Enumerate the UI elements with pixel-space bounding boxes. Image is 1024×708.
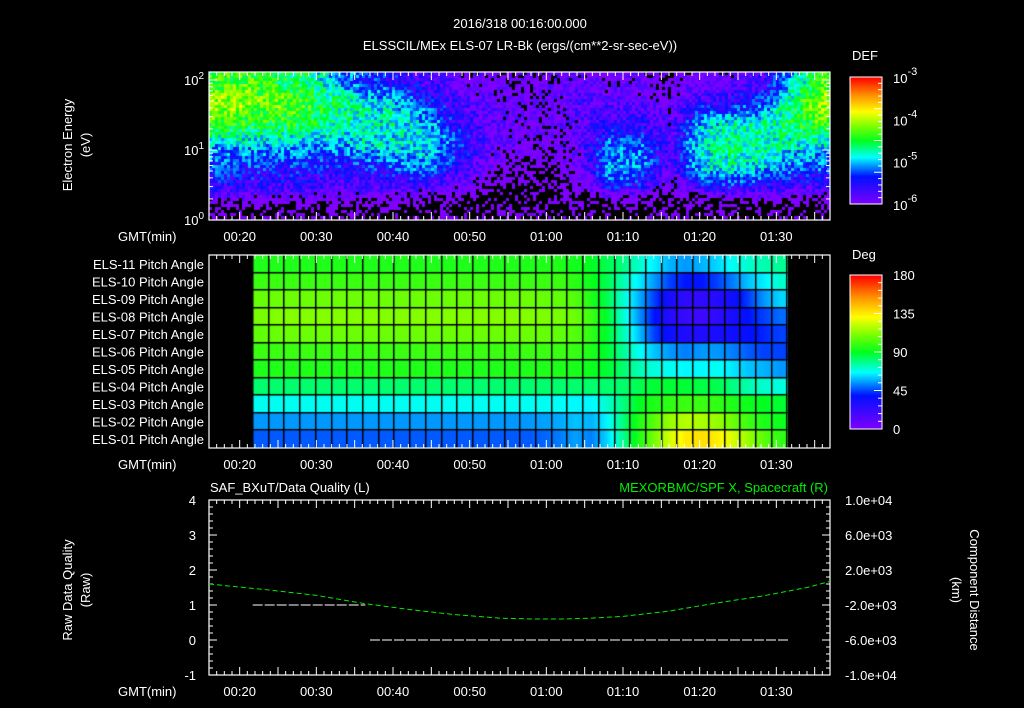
time-tick-label: 01:20 bbox=[683, 229, 716, 244]
distance-axis-label: Component Distance bbox=[967, 529, 982, 650]
panel-frame bbox=[208, 499, 831, 676]
time-tick-label: 01:00 bbox=[530, 457, 563, 472]
energy-axis-units: (eV) bbox=[78, 133, 93, 158]
pitch-angle-image bbox=[209, 255, 830, 448]
energy-tick-label: 102 bbox=[184, 71, 204, 88]
distance-tick-label: 6.0e+03 bbox=[845, 528, 892, 543]
deg-colorbar-tick-label: 180 bbox=[893, 268, 915, 283]
deg-colorbar-tick-label: 135 bbox=[893, 307, 915, 322]
quality-tick-label: -1 bbox=[184, 668, 196, 683]
pitch-row-label: ELS-02 Pitch Angle bbox=[92, 415, 204, 430]
quality-tick-label: 3 bbox=[189, 528, 196, 543]
distance-tick-label: -1.0e+04 bbox=[845, 668, 897, 683]
distance-tick-label: -6.0e+03 bbox=[845, 633, 897, 648]
time-tick-label: 00:20 bbox=[223, 457, 256, 472]
pitch-row-label: ELS-03 Pitch Angle bbox=[92, 397, 204, 412]
pitch-row-label: ELS-08 Pitch Angle bbox=[92, 309, 204, 324]
time-tick-label: 00:50 bbox=[453, 229, 486, 244]
time-tick-label: 00:30 bbox=[300, 684, 333, 699]
pitch-row-label: ELS-07 Pitch Angle bbox=[92, 327, 204, 342]
quality-axis-label: Raw Data Quality bbox=[60, 539, 75, 641]
def-colorbar-tick-label: 10-3 bbox=[893, 66, 917, 86]
time-tick-label: 00:20 bbox=[223, 684, 256, 699]
time-tick-label: 00:20 bbox=[223, 229, 256, 244]
deg-colorbar-tick-label: 90 bbox=[893, 345, 907, 360]
time-tick-label: 00:30 bbox=[300, 229, 333, 244]
deg-colorbar-label: Deg bbox=[852, 247, 876, 262]
quality-tick-label: 4 bbox=[189, 493, 196, 508]
quality-axis-units: (Raw) bbox=[78, 573, 93, 608]
quality-tick-label: 1 bbox=[189, 598, 196, 613]
distance-axis-units: (km) bbox=[949, 577, 964, 603]
time-tick-label: 00:30 bbox=[300, 457, 333, 472]
energy-tick-label: 100 bbox=[184, 211, 204, 228]
time-tick-label: 00:40 bbox=[377, 229, 410, 244]
energy-axis-label: Electron Energy bbox=[60, 98, 75, 191]
quality-tick-label: 2 bbox=[189, 563, 196, 578]
def-colorbar-tick-label: 10-4 bbox=[893, 108, 917, 128]
time-tick-label: 01:10 bbox=[607, 229, 640, 244]
plot-title: ELSSCIL/MEx ELS-07 LR-Bk (ergs/(cm**2-sr… bbox=[363, 38, 677, 53]
quality-tick-label: 0 bbox=[189, 633, 196, 648]
time-tick-label: 01:30 bbox=[760, 457, 793, 472]
def-colorbar-tick-label: 10-5 bbox=[893, 151, 917, 171]
bottom-right-title: MEXORBMC/SPF X, Spacecraft (R) bbox=[619, 480, 828, 495]
distance-tick-label: 2.0e+03 bbox=[845, 563, 892, 578]
time-tick-label: 01:10 bbox=[607, 457, 640, 472]
time-tick-label: 01:00 bbox=[530, 229, 563, 244]
distance-tick-label: 1.0e+04 bbox=[845, 493, 892, 508]
time-tick-label: 01:20 bbox=[683, 684, 716, 699]
def-colorbar-label: DEF bbox=[852, 48, 878, 63]
plot-datetime: 2016/318 00:16:00.000 bbox=[453, 16, 587, 31]
pitch-row-label: ELS-11 Pitch Angle bbox=[93, 257, 204, 272]
time-tick-label: 01:20 bbox=[683, 457, 716, 472]
spectrogram-image bbox=[209, 72, 830, 220]
time-tick-label: 01:00 bbox=[530, 684, 563, 699]
time-axis-label: GMT(min) bbox=[118, 684, 177, 699]
def-colorbar-tick-label: 10-6 bbox=[893, 193, 917, 213]
distance-tick-label: -2.0e+03 bbox=[845, 598, 897, 613]
bottom-left-title: SAF_BXuT/Data Quality (L) bbox=[210, 480, 370, 495]
time-tick-label: 01:10 bbox=[607, 684, 640, 699]
time-tick-label: 00:40 bbox=[377, 457, 410, 472]
energy-tick-label: 101 bbox=[184, 141, 204, 158]
time-axis-label: GMT(min) bbox=[118, 457, 177, 472]
panel-frame bbox=[208, 254, 831, 449]
time-tick-label: 00:50 bbox=[453, 457, 486, 472]
time-tick-label: 00:40 bbox=[377, 684, 410, 699]
pitch-row-label: ELS-10 Pitch Angle bbox=[92, 274, 204, 289]
pitch-row-label: ELS-06 Pitch Angle bbox=[92, 345, 204, 360]
time-tick-label: 00:50 bbox=[453, 684, 486, 699]
pitch-row-label: ELS-04 Pitch Angle bbox=[92, 380, 204, 395]
time-tick-label: 01:30 bbox=[760, 684, 793, 699]
deg-colorbar-tick-label: 45 bbox=[893, 384, 907, 399]
spf-x-line bbox=[208, 580, 831, 620]
pitch-row-label: ELS-01 Pitch Angle bbox=[92, 432, 204, 447]
time-tick-label: 01:30 bbox=[760, 229, 793, 244]
pitch-row-label: ELS-09 Pitch Angle bbox=[92, 292, 204, 307]
panel-frame bbox=[208, 71, 831, 221]
deg-colorbar-tick-label: 0 bbox=[893, 422, 900, 437]
time-axis-label: GMT(min) bbox=[118, 229, 177, 244]
pitch-row-label: ELS-05 Pitch Angle bbox=[92, 362, 204, 377]
